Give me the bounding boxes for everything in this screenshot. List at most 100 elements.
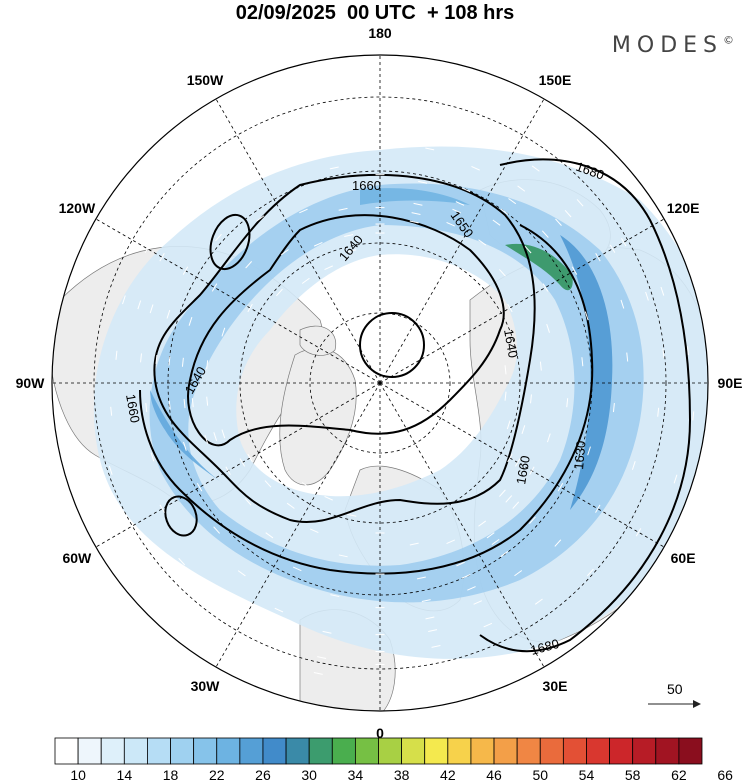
wind-arrow bbox=[529, 466, 535, 475]
wind-arrow bbox=[247, 453, 253, 463]
wind-arrow bbox=[534, 598, 543, 605]
wind-arrow bbox=[149, 304, 154, 314]
wind-arrow bbox=[461, 187, 471, 193]
wind-arrow bbox=[292, 566, 302, 572]
wind-arrow bbox=[473, 600, 483, 605]
contour-label: 1640 bbox=[501, 328, 521, 359]
wind-arrow bbox=[416, 576, 426, 580]
wind-arrow bbox=[546, 323, 550, 333]
longitude-label: 150W bbox=[187, 72, 224, 88]
wind-arrow bbox=[471, 166, 480, 171]
greenland-land bbox=[279, 347, 357, 486]
wind-arrow bbox=[309, 528, 319, 534]
wind-arrow bbox=[478, 239, 487, 246]
wind-arrow bbox=[211, 606, 220, 613]
height-contours bbox=[139, 158, 692, 653]
colorbar-swatch bbox=[586, 737, 610, 765]
wind-arrow bbox=[557, 483, 564, 492]
wind-arrow bbox=[467, 586, 476, 591]
wind-arrow bbox=[411, 212, 421, 215]
wind-arrow bbox=[245, 261, 253, 269]
wind-arrow bbox=[478, 520, 487, 527]
wind-arrow bbox=[446, 221, 455, 227]
contour-label: 1660 bbox=[513, 454, 533, 485]
wind-arrow bbox=[347, 249, 357, 253]
colorbar-label: 14 bbox=[117, 767, 133, 782]
wind-arrow bbox=[280, 165, 289, 171]
wind-arrow bbox=[635, 528, 642, 537]
wind-arrow bbox=[155, 354, 158, 365]
colorbar-swatch bbox=[354, 737, 379, 765]
colorbar-label: 26 bbox=[255, 767, 271, 782]
wind-arrow bbox=[237, 570, 246, 577]
wind-arrow bbox=[409, 220, 419, 224]
wind-arrow bbox=[504, 391, 507, 401]
wind-arrow bbox=[491, 538, 500, 546]
longitude-label: 120E bbox=[667, 200, 700, 216]
wind-arrow bbox=[421, 599, 431, 603]
colorbar-label: 46 bbox=[486, 767, 502, 782]
wind-arrow bbox=[347, 513, 357, 517]
wind-arrow bbox=[261, 125, 271, 130]
wind-arrow bbox=[322, 630, 332, 634]
wind-arrow bbox=[229, 178, 238, 185]
wind-arrow bbox=[159, 504, 165, 513]
wind-arrow bbox=[194, 129, 202, 136]
colorbar-swatch bbox=[216, 737, 241, 765]
wind-arrow bbox=[329, 166, 339, 170]
wind-arrow bbox=[150, 452, 155, 462]
colorbar-swatch bbox=[424, 737, 449, 765]
contour-label: 1680 bbox=[529, 636, 561, 658]
colorbar-swatch bbox=[54, 737, 79, 765]
wind-arrow bbox=[247, 92, 257, 98]
reference-vector-label: 50 bbox=[667, 681, 683, 697]
wind-arrow bbox=[159, 253, 165, 262]
colorbar-swatch bbox=[493, 737, 518, 765]
longitude-label: 30E bbox=[543, 678, 568, 694]
colorbar-label: 54 bbox=[579, 767, 595, 782]
wind-arrow bbox=[191, 398, 194, 408]
wind-arrow bbox=[507, 303, 513, 313]
colorbar-label: 66 bbox=[717, 767, 733, 782]
wind-arrow bbox=[660, 286, 665, 296]
colorbar-swatch bbox=[378, 737, 403, 765]
wind-arrow bbox=[145, 403, 148, 413]
longitude-label: 120W bbox=[59, 200, 96, 216]
wind-arrow bbox=[338, 207, 348, 211]
wind-arrow bbox=[330, 594, 340, 598]
colorbar-label: 22 bbox=[209, 767, 225, 782]
colorbar-swatch bbox=[123, 737, 148, 765]
wind-arrow bbox=[133, 238, 139, 247]
wind-arrow bbox=[539, 361, 542, 371]
wind-arrow bbox=[461, 574, 471, 579]
contour-1630 bbox=[139, 224, 594, 575]
wind-arrow bbox=[425, 147, 435, 151]
brand-name: MODES bbox=[611, 33, 723, 58]
wind-arrow bbox=[571, 266, 578, 275]
wind-arrow bbox=[206, 396, 209, 406]
copyright-mark: © bbox=[723, 33, 734, 47]
wind-arrow bbox=[555, 218, 562, 226]
wind-arrow bbox=[320, 120, 330, 124]
colorbar-label: 42 bbox=[440, 767, 456, 782]
wind-arrow bbox=[576, 199, 584, 207]
colorbar-swatch bbox=[609, 737, 634, 765]
wind-arrow bbox=[244, 498, 252, 506]
wind-arrow bbox=[215, 233, 222, 242]
wind-arrow bbox=[313, 242, 323, 247]
wind-arrow bbox=[584, 311, 589, 321]
colorbar: 10141822263034384246505458626670 bbox=[54, 737, 733, 782]
wind-arrow bbox=[276, 469, 283, 478]
wind-arrow bbox=[108, 466, 113, 475]
map-border bbox=[51, 54, 709, 712]
wind-arrow bbox=[167, 191, 175, 199]
wind-arrow bbox=[181, 357, 184, 367]
meridian-line bbox=[215, 98, 381, 384]
wind-arrow bbox=[313, 671, 323, 675]
colorbar-label: 18 bbox=[163, 767, 179, 782]
colorbar-swatch bbox=[262, 737, 287, 765]
wind-arrow bbox=[221, 327, 226, 337]
wind-arrow bbox=[145, 587, 153, 595]
wind-arrow bbox=[183, 399, 186, 409]
wind-arrow bbox=[499, 489, 506, 497]
